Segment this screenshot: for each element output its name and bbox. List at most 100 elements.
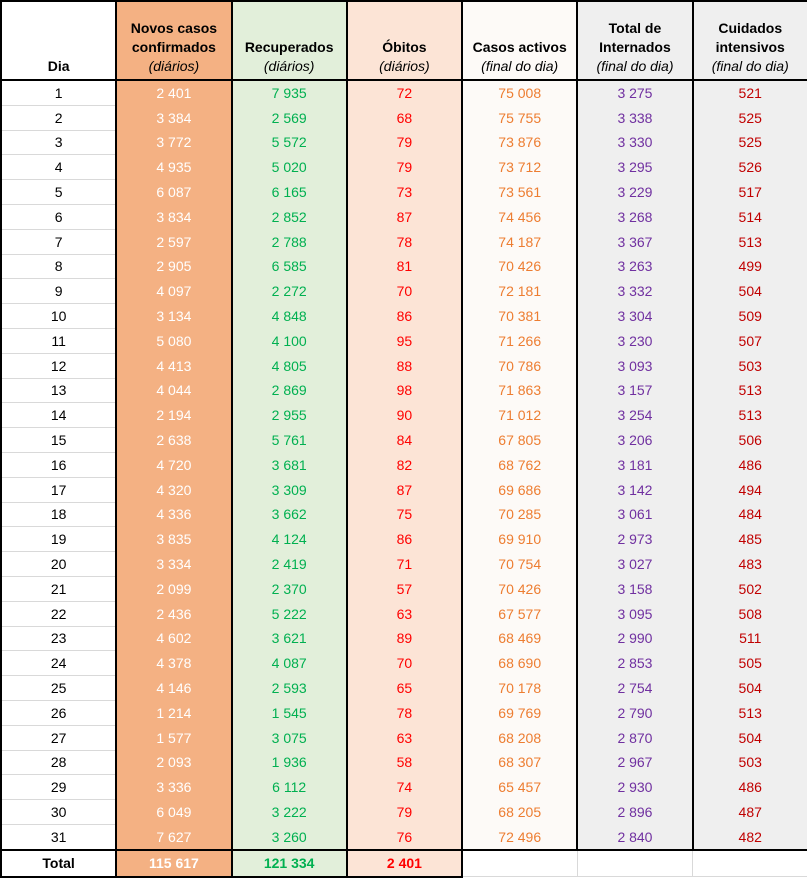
cell-internados: 3 295: [576, 154, 693, 180]
cell-dia: 27: [0, 725, 117, 751]
cell-obitos: 98: [345, 378, 463, 403]
cell-novos: 2 905: [115, 254, 232, 279]
header-label: Casos activos: [472, 39, 567, 55]
cell-intensivos: 505: [691, 650, 807, 676]
total-empty-intensivos: [692, 849, 807, 878]
cell-activos: 70 754: [461, 551, 578, 577]
cell-activos: 73 561: [461, 179, 578, 205]
cell-obitos: 86: [345, 526, 463, 552]
cell-intensivos: 513: [691, 700, 807, 726]
cell-activos: 72 181: [461, 278, 578, 304]
cell-obitos: 76: [345, 824, 463, 851]
cell-internados: 2 930: [576, 774, 693, 800]
cell-activos: 68 690: [461, 650, 578, 676]
cell-dia: 14: [0, 402, 117, 429]
cell-intensivos: 507: [691, 328, 807, 354]
total-empty-casos-activos: [461, 849, 578, 878]
cell-dia: 5: [0, 179, 117, 205]
cell-obitos: 86: [345, 303, 463, 329]
cell-dia: 11: [0, 328, 117, 354]
cell-recuperados: 3 662: [230, 502, 347, 527]
cell-recuperados: 4 100: [230, 328, 347, 354]
cell-novos: 2 099: [115, 576, 232, 602]
table-row: 27 1 577 3 075 63 68 208 2 870 504: [0, 725, 807, 751]
cell-obitos: 73: [345, 179, 463, 205]
cell-dia: 17: [0, 477, 117, 503]
cell-intensivos: 504: [691, 675, 807, 701]
table-row: 16 4 720 3 681 82 68 762 3 181 486: [0, 452, 807, 478]
table-row: 20 3 334 2 419 71 70 754 3 027 483: [0, 551, 807, 577]
table-row: 18 4 336 3 662 75 70 285 3 061 484: [0, 502, 807, 528]
cell-internados: 3 181: [576, 452, 693, 478]
cell-obitos: 71: [345, 551, 463, 577]
cell-recuperados: 2 869: [230, 378, 347, 403]
cell-dia: 4: [0, 154, 117, 181]
cell-dia: 24: [0, 650, 117, 677]
cell-novos: 2 093: [115, 750, 232, 775]
cell-novos: 3 334: [115, 551, 232, 577]
cell-activos: 68 762: [461, 452, 578, 478]
cell-recuperados: 5 020: [230, 154, 347, 180]
cell-novos: 2 194: [115, 402, 232, 428]
cell-intensivos: 525: [691, 105, 807, 131]
table-footer: Total 115 617 121 334 2 401: [0, 849, 807, 878]
cell-novos: 3 134: [115, 303, 232, 329]
cell-activos: 69 910: [461, 526, 578, 552]
header-sublabel: (final do dia): [596, 58, 674, 74]
cell-recuperados: 3 222: [230, 799, 347, 825]
cell-internados: 3 275: [576, 80, 693, 106]
cell-obitos: 68: [345, 105, 463, 131]
cell-obitos: 70: [345, 278, 463, 304]
cell-recuperados: 2 955: [230, 402, 347, 428]
total-obitos: 2 401: [345, 849, 463, 878]
table-row: 23 4 602 3 621 89 68 469 2 990 511: [0, 626, 807, 652]
cell-recuperados: 1 545: [230, 700, 347, 726]
cell-obitos: 81: [345, 254, 463, 279]
cell-obitos: 87: [345, 477, 463, 503]
cell-activos: 68 469: [461, 626, 578, 651]
cell-novos: 5 080: [115, 328, 232, 354]
cell-dia: 10: [0, 303, 117, 329]
cell-novos: 3 834: [115, 204, 232, 230]
cell-novos: 3 384: [115, 105, 232, 131]
cell-dia: 29: [0, 774, 117, 801]
table-row: 31 7 627 3 260 76 72 496 2 840 482: [0, 824, 807, 851]
cell-obitos: 82: [345, 452, 463, 478]
cell-activos: 75 755: [461, 105, 578, 131]
cell-internados: 3 332: [576, 278, 693, 304]
cell-activos: 65 457: [461, 774, 578, 800]
cell-recuperados: 6 112: [230, 774, 347, 800]
cell-internados: 3 230: [576, 328, 693, 354]
cell-recuperados: 2 272: [230, 278, 347, 304]
cell-dia: 9: [0, 278, 117, 305]
cell-obitos: 57: [345, 576, 463, 602]
cell-activos: 71 863: [461, 378, 578, 403]
header-label: intensivos: [715, 39, 785, 55]
cell-obitos: 79: [345, 799, 463, 825]
cell-obitos: 90: [345, 402, 463, 428]
cell-intensivos: 526: [691, 154, 807, 180]
cell-recuperados: 6 585: [230, 254, 347, 279]
cell-recuperados: 2 852: [230, 204, 347, 230]
cell-activos: 71 012: [461, 402, 578, 428]
cell-internados: 3 095: [576, 601, 693, 627]
cell-obitos: 79: [345, 154, 463, 180]
cell-obitos: 88: [345, 353, 463, 379]
cell-internados: 3 093: [576, 353, 693, 379]
cell-intensivos: 513: [691, 402, 807, 428]
table-row: 30 6 049 3 222 79 68 205 2 896 487: [0, 799, 807, 825]
cell-activos: 70 426: [461, 576, 578, 602]
cell-dia: 21: [0, 576, 117, 602]
cell-internados: 3 330: [576, 130, 693, 155]
cell-obitos: 72: [345, 80, 463, 106]
cell-novos: 4 378: [115, 650, 232, 676]
cell-intensivos: 521: [691, 80, 807, 106]
table-row: 13 4 044 2 869 98 71 863 3 157 513: [0, 378, 807, 404]
header-sublabel: (diários): [148, 58, 200, 74]
cell-obitos: 58: [345, 750, 463, 775]
cell-internados: 3 229: [576, 179, 693, 205]
table-row: 22 2 436 5 222 63 67 577 3 095 508: [0, 601, 807, 627]
cell-intensivos: 504: [691, 725, 807, 751]
